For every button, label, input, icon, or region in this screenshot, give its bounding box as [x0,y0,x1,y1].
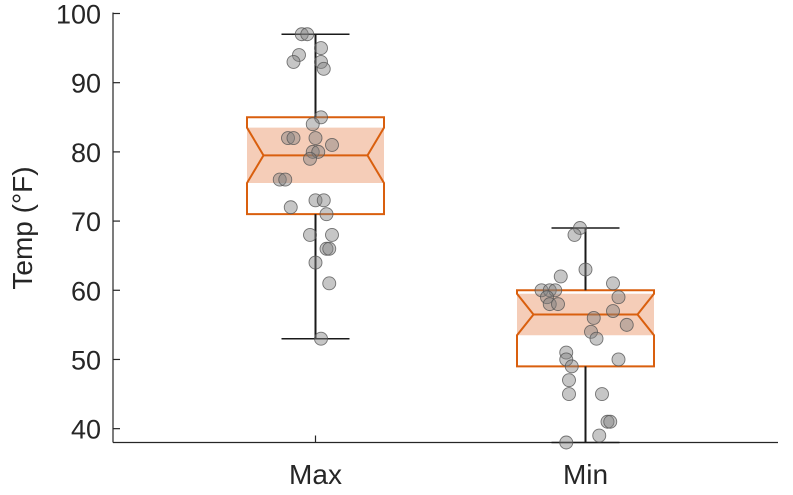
data-point [606,276,620,291]
y-tick-label: 60 [71,276,101,306]
data-point [281,131,295,145]
data-point [278,172,293,187]
data-point [584,324,598,339]
y-tick-label: 40 [71,415,101,445]
data-point [592,428,607,443]
data-point [567,227,582,242]
y-tick-label: 90 [71,69,101,99]
data-point [611,290,626,305]
data-point [603,414,618,429]
data-point [305,117,320,132]
data-point [619,317,634,332]
data-point [305,144,320,159]
data-point [316,61,331,76]
y-axis-title: Temp (°F) [7,166,38,289]
data-point [308,131,323,145]
data-point [314,41,328,56]
x-tick-label-max: Max [289,459,342,490]
x-tick-label-min: Min [563,459,608,490]
data-point [319,207,334,222]
data-point [286,131,301,145]
data-point [300,27,315,42]
box-outline [246,116,385,216]
data-point [303,151,317,166]
data-point [286,54,301,69]
data-point [314,331,328,346]
y-tick-label: 70 [71,207,101,237]
data-point [542,297,557,312]
data-point [308,255,323,270]
data-point [294,27,309,42]
data-point [589,331,604,346]
data-point [322,276,337,291]
data-point [562,373,576,388]
data-point [559,435,574,450]
data-point [573,221,587,235]
data-point [564,359,579,374]
data-point [553,269,568,284]
data-point [308,193,323,208]
data-point [316,193,331,208]
data-point [540,290,554,305]
data-point [611,352,626,367]
data-point [283,200,298,215]
data-point [322,241,337,256]
y-tick-label: 100 [56,0,101,30]
data-point [578,262,593,277]
data-point [562,387,576,402]
data-point [325,138,339,152]
data-point [272,172,287,187]
data-point [292,48,306,62]
box-outline [516,289,655,368]
data-point [551,297,565,312]
data-point [595,387,609,402]
data-point [559,352,574,367]
y-tick-label: 50 [71,345,101,375]
data-point [534,283,549,298]
data-point [325,227,339,242]
data-point [542,283,557,298]
data-point [606,304,620,318]
data-point [586,311,601,325]
data-point [303,227,317,242]
data-point [314,54,328,69]
y-tick-label: 80 [71,138,101,168]
